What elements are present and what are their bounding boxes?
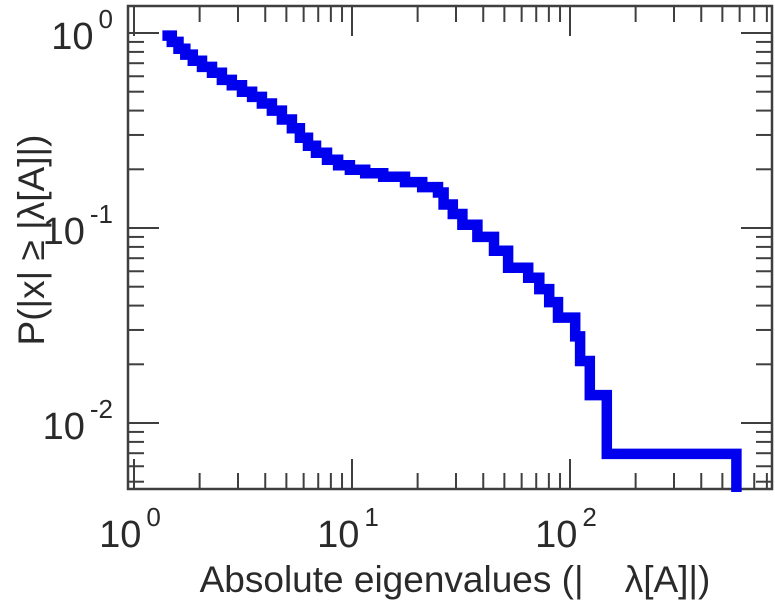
- y-axis-label: P(|x| ≥ |λ[A]|): [11, 135, 52, 346]
- y-tick-label: 10 -1: [43, 199, 113, 253]
- axis-tick-labels: 10 0 10 1 10 2 10 0 10 -1 10 -2: [43, 4, 597, 556]
- x-tick-label: 10 1: [317, 502, 379, 556]
- x-tick-label: 10 2: [535, 502, 597, 556]
- axis-ticks: [128, 6, 772, 489]
- ccdf-step-line: [162, 30, 742, 492]
- y-tick-label: 10 -2: [43, 394, 113, 448]
- plot-frame: [126, 4, 774, 491]
- x-tick-label: 10 0: [99, 502, 161, 556]
- y-tick-label: 10 0: [51, 4, 113, 58]
- x-axis-label: Absolute eigenvalues (| λ[A]|): [200, 559, 711, 600]
